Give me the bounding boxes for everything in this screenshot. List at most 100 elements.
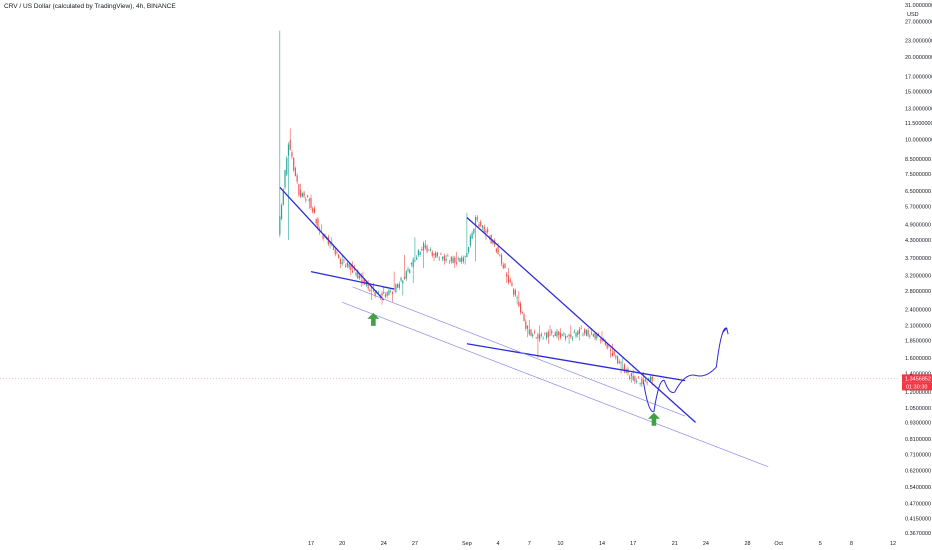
candle-body [528, 329, 530, 335]
candle-body [514, 290, 516, 296]
candle-body [589, 335, 591, 337]
candle-body [369, 289, 371, 292]
support-line[interactable] [466, 343, 686, 382]
time-tick-label: 21 [672, 541, 678, 547]
time-axis[interactable]: 17 20 24 27 Sep 4 7 10 14 17 21 24 28 Oct 5 8 12 [308, 541, 896, 547]
candle-body [433, 253, 435, 256]
price-axis[interactable]: USD 31.0000000 27.0000000 23.0000000 20.000… [905, 3, 932, 537]
candle-body [554, 332, 556, 337]
candle-body [495, 248, 497, 252]
candle-body [402, 280, 404, 284]
candle-body [623, 364, 626, 373]
candle-body [483, 226, 485, 233]
candle-body [639, 383, 641, 384]
time-tick-label: 17 [308, 541, 314, 547]
price-tick-label: 31.0000000 [905, 3, 932, 9]
candle-body [570, 334, 572, 337]
candle-body [630, 373, 633, 377]
candle-body [464, 255, 466, 257]
projected-path[interactable] [643, 327, 727, 413]
candle-body [500, 255, 503, 264]
channel-upper[interactable] [352, 286, 686, 417]
candle-body [459, 258, 461, 262]
candle-body [407, 268, 409, 271]
candle-body [312, 208, 314, 212]
candle-body [616, 356, 619, 364]
candle-body [644, 379, 646, 382]
time-tick-label: 14 [599, 541, 605, 547]
candle-body [350, 265, 352, 271]
countdown-box [902, 382, 932, 391]
candle-body [291, 152, 293, 157]
price-tick-label: 1.2000000 [905, 390, 931, 396]
candle-body [615, 355, 617, 358]
candle-body [558, 331, 560, 335]
candle-body [388, 290, 390, 295]
candle-body [431, 251, 433, 256]
time-tick-label: 10 [557, 541, 563, 547]
candle-body [305, 199, 307, 201]
candle-body [521, 311, 523, 313]
candle-body [641, 378, 643, 385]
candle-body [540, 334, 542, 336]
candle-body [447, 255, 449, 257]
time-tick-label: 5 [819, 541, 822, 547]
candle-body [358, 275, 361, 279]
candle-body [377, 291, 380, 293]
candle-body [585, 330, 588, 336]
candle-body [537, 334, 539, 339]
candle-body [306, 195, 309, 198]
candle-body [386, 292, 388, 296]
channel-lower[interactable] [342, 301, 769, 468]
buy-arrow-1[interactable] [367, 312, 380, 326]
candle-body [419, 251, 421, 256]
candle-body [341, 261, 343, 264]
time-tick-label: 20 [339, 541, 345, 547]
candle-body [578, 329, 581, 334]
candle-body [279, 216, 281, 235]
buy-arrow-2[interactable] [647, 412, 660, 426]
price-tick-label: 4.9000000 [905, 223, 931, 229]
candle-body [391, 292, 394, 294]
candle-body [440, 254, 442, 255]
descending-resistance[interactable] [466, 216, 696, 423]
candle-body [519, 303, 522, 313]
candle-body [294, 168, 297, 176]
candle-body [383, 291, 385, 294]
candle-body [649, 376, 652, 382]
candle-body [620, 362, 622, 364]
candle-body [492, 241, 494, 244]
candle-body [478, 224, 480, 227]
price-tick-label: 20.0000000 [905, 55, 932, 61]
candle-body [298, 184, 300, 196]
candle-body [642, 379, 645, 383]
price-tick-label: 13.0000000 [905, 106, 932, 112]
candle-body [504, 263, 506, 268]
price-tick-label: 23.0000000 [905, 39, 932, 45]
candle-body [532, 334, 534, 337]
time-tick-label: 17 [630, 541, 636, 547]
candle-body [542, 338, 544, 340]
candle-body [308, 199, 310, 202]
candle-body [551, 331, 553, 334]
falling-wedge-1-upper[interactable] [279, 186, 385, 301]
candle-body [338, 254, 340, 259]
candle-body [400, 278, 402, 281]
candle-body [587, 330, 589, 336]
candle-body [526, 325, 529, 329]
candle-body [648, 378, 650, 380]
candle-body [634, 376, 636, 382]
falling-wedge-1-lower[interactable] [310, 270, 395, 290]
candle-body [414, 260, 416, 262]
price-tick-label: 8.5000000 [905, 157, 931, 163]
candle-body [603, 338, 605, 340]
candle-body [601, 337, 603, 341]
candle-body [357, 270, 359, 279]
candle-body [336, 252, 338, 253]
candle-body [518, 302, 520, 307]
candle-body [535, 337, 537, 339]
candle-body [462, 257, 465, 262]
price-tick-label: 7.5000000 [905, 172, 931, 178]
candle-body [443, 255, 445, 261]
